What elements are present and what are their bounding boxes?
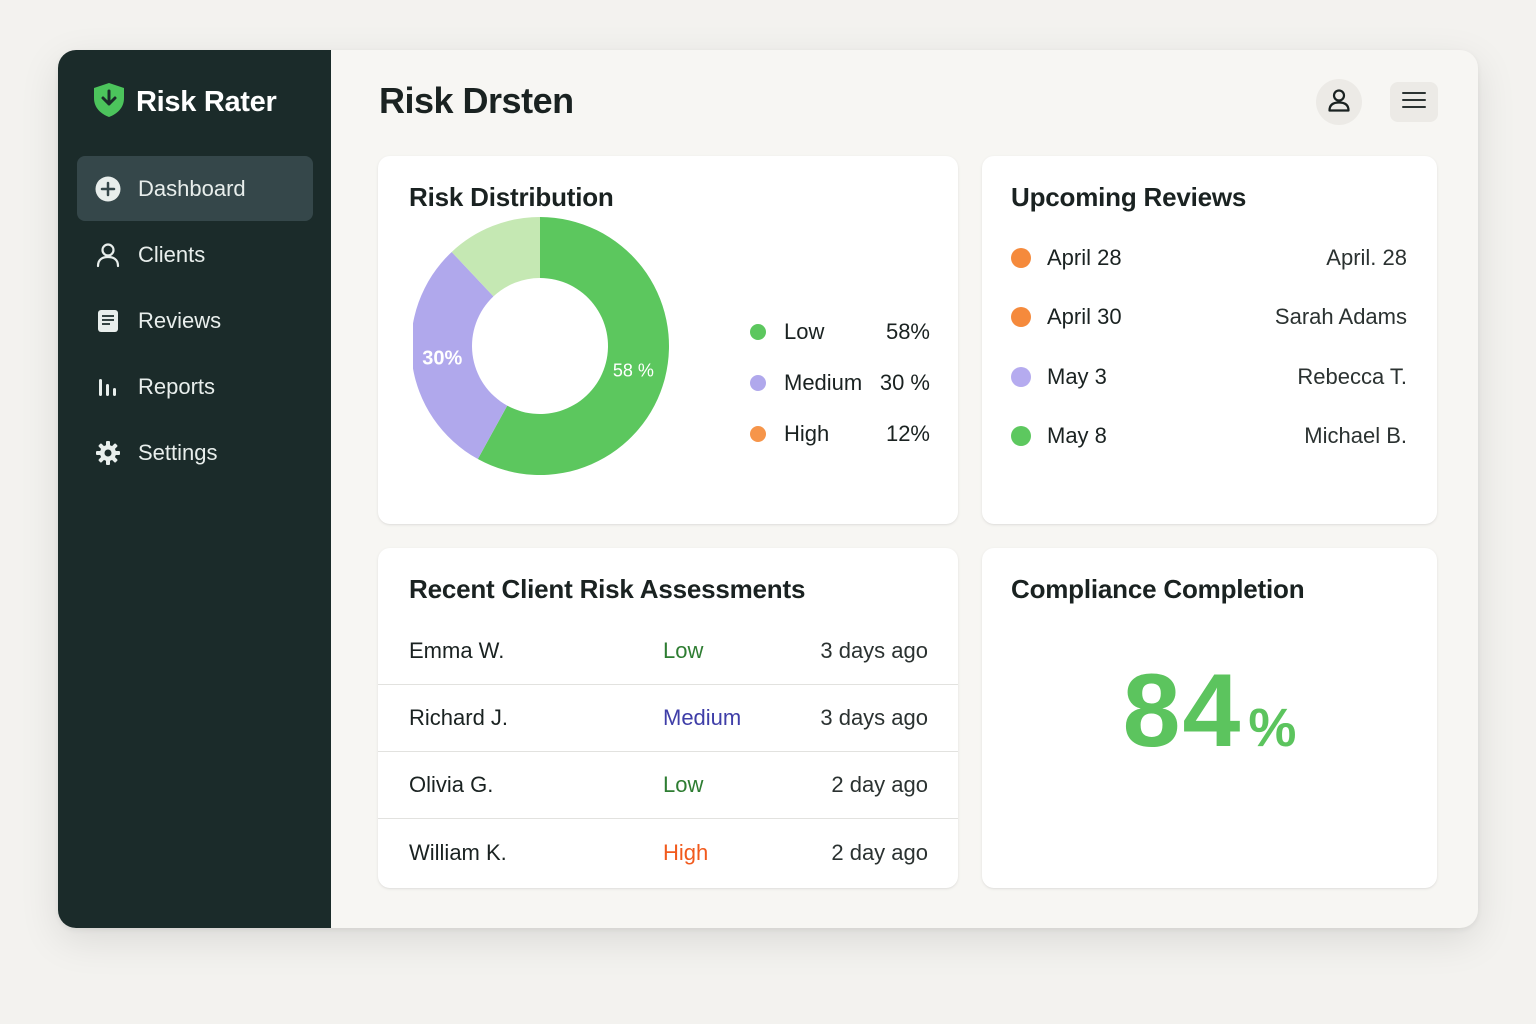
slice-high xyxy=(451,217,540,297)
sidebar-item-label: Reviews xyxy=(138,307,222,333)
main-content: Risk Drsten Risk Distribution 58 % 30% L xyxy=(331,50,1478,928)
client-name: Richard J. xyxy=(409,705,509,730)
review-list: April 28 April. 28 April 30 Sarah Adams … xyxy=(1011,228,1407,466)
client-name: Emma W. xyxy=(409,638,505,663)
slice-medium xyxy=(413,251,508,460)
sidebar-item-dashboard[interactable]: Dashboard xyxy=(77,156,313,221)
review-item[interactable]: April 28 April. 28 xyxy=(1011,228,1407,288)
slice-label-medium: 30% xyxy=(422,347,462,369)
review-item[interactable]: April 30 Sarah Adams xyxy=(1011,288,1407,348)
risk-distribution-card: Risk Distribution 58 % 30% Low 58% Mediu… xyxy=(378,156,958,524)
risk-donut-chart: 58 % 30% xyxy=(413,217,669,476)
card-title: Compliance Completion xyxy=(1011,574,1305,604)
review-client: Sarah Adams xyxy=(1274,304,1407,330)
legend-label: Low xyxy=(784,318,825,344)
compliance-number: 84 xyxy=(1122,653,1243,769)
sidebar-item-clients[interactable]: Clients xyxy=(77,222,313,287)
status-dot xyxy=(1011,366,1031,387)
sidebar-item-label: Clients xyxy=(138,241,206,267)
card-title: Upcoming Reviews xyxy=(1011,182,1247,212)
sidebar-item-reviews[interactable]: Reviews xyxy=(77,288,313,353)
legend-item-low: Low 58% xyxy=(750,306,930,357)
menu-button[interactable] xyxy=(1390,82,1438,122)
sidebar-item-label: Settings xyxy=(138,439,218,465)
review-date: April 28 xyxy=(1047,244,1122,270)
plus-circle-icon xyxy=(94,175,122,203)
assessed-time: 3 days ago xyxy=(820,705,928,730)
client-name: Olivia G. xyxy=(409,772,494,797)
review-date: May 8 xyxy=(1047,423,1107,449)
legend-dot xyxy=(750,425,766,442)
assessed-time: 2 day ago xyxy=(831,839,928,865)
table-row[interactable]: Olivia G. Low 2 day ago xyxy=(378,752,958,819)
sidebar-nav: Dashboard Clients Reviews Reports xyxy=(77,156,313,486)
risk-level: Low xyxy=(663,772,704,797)
status-dot xyxy=(1011,307,1031,328)
page-title: Risk Drsten xyxy=(379,80,574,121)
sidebar-item-settings[interactable]: Settings xyxy=(77,420,313,485)
review-client: April. 28 xyxy=(1326,244,1407,270)
compliance-unit: % xyxy=(1248,698,1297,758)
legend-value: 58% xyxy=(885,318,930,344)
upcoming-reviews-card: Upcoming Reviews April 28 April. 28 Apri… xyxy=(982,156,1437,524)
review-client: Michael B. xyxy=(1304,423,1407,449)
risk-level: Medium xyxy=(663,705,742,730)
table-row[interactable]: Richard J. Medium 3 days ago xyxy=(378,685,958,752)
legend-dot xyxy=(750,374,766,391)
assessed-time: 3 days ago xyxy=(820,638,928,663)
sidebar-item-reports[interactable]: Reports xyxy=(77,354,313,419)
user-icon xyxy=(1326,87,1352,118)
card-title: Risk Distribution xyxy=(409,182,614,212)
table-row[interactable]: Emma W. Low 3 days ago xyxy=(378,618,958,685)
legend-label: Medium xyxy=(784,369,863,395)
profile-button[interactable] xyxy=(1316,79,1362,125)
review-date: May 3 xyxy=(1047,363,1107,389)
brand[interactable]: Risk Rater xyxy=(92,82,277,123)
legend-dot xyxy=(750,323,766,340)
table-row[interactable]: William K. High 2 day ago xyxy=(378,819,958,886)
card-title: Recent Client Risk Assessments xyxy=(409,574,806,604)
bar-chart-icon xyxy=(94,373,122,401)
compliance-value: 84% xyxy=(982,652,1437,771)
legend-item-medium: Medium 30 % xyxy=(750,357,930,408)
brand-name: Risk Rater xyxy=(136,86,277,118)
compliance-card: Compliance Completion 84% xyxy=(982,548,1437,888)
hamburger-icon xyxy=(1402,90,1426,115)
client-name: William K. xyxy=(409,839,507,865)
legend-value: 12% xyxy=(885,420,930,446)
user-icon xyxy=(94,241,122,269)
document-icon xyxy=(94,307,122,335)
legend-item-high: High 12% xyxy=(750,408,930,459)
recent-assessments-card: Recent Client Risk Assessments Emma W. L… xyxy=(378,548,958,888)
app-window: Risk Rater Dashboard Clients Reviews xyxy=(58,50,1478,928)
review-client: Rebecca T. xyxy=(1297,363,1407,389)
risk-legend: Low 58% Medium 30 % High 12% xyxy=(750,306,930,459)
status-dot xyxy=(1011,247,1031,268)
risk-level: High xyxy=(663,839,709,865)
assessed-time: 2 day ago xyxy=(831,772,928,797)
slice-label-low: 58 % xyxy=(613,360,654,380)
sidebar-item-label: Reports xyxy=(138,373,216,399)
sidebar-item-label: Dashboard xyxy=(138,175,246,201)
sidebar: Risk Rater Dashboard Clients Reviews xyxy=(58,50,331,928)
shield-check-icon xyxy=(92,82,126,123)
risk-level: Low xyxy=(663,638,704,663)
assessments-table: Emma W. Low 3 days ago Richard J. Medium… xyxy=(378,618,958,886)
legend-value: 30 % xyxy=(879,369,930,395)
status-dot xyxy=(1011,426,1031,447)
review-item[interactable]: May 8 Michael B. xyxy=(1011,407,1407,467)
review-date: April 30 xyxy=(1047,304,1122,330)
review-item[interactable]: May 3 Rebecca T. xyxy=(1011,347,1407,407)
legend-label: High xyxy=(784,420,830,446)
slice-low xyxy=(477,217,669,476)
gear-icon xyxy=(94,439,122,467)
